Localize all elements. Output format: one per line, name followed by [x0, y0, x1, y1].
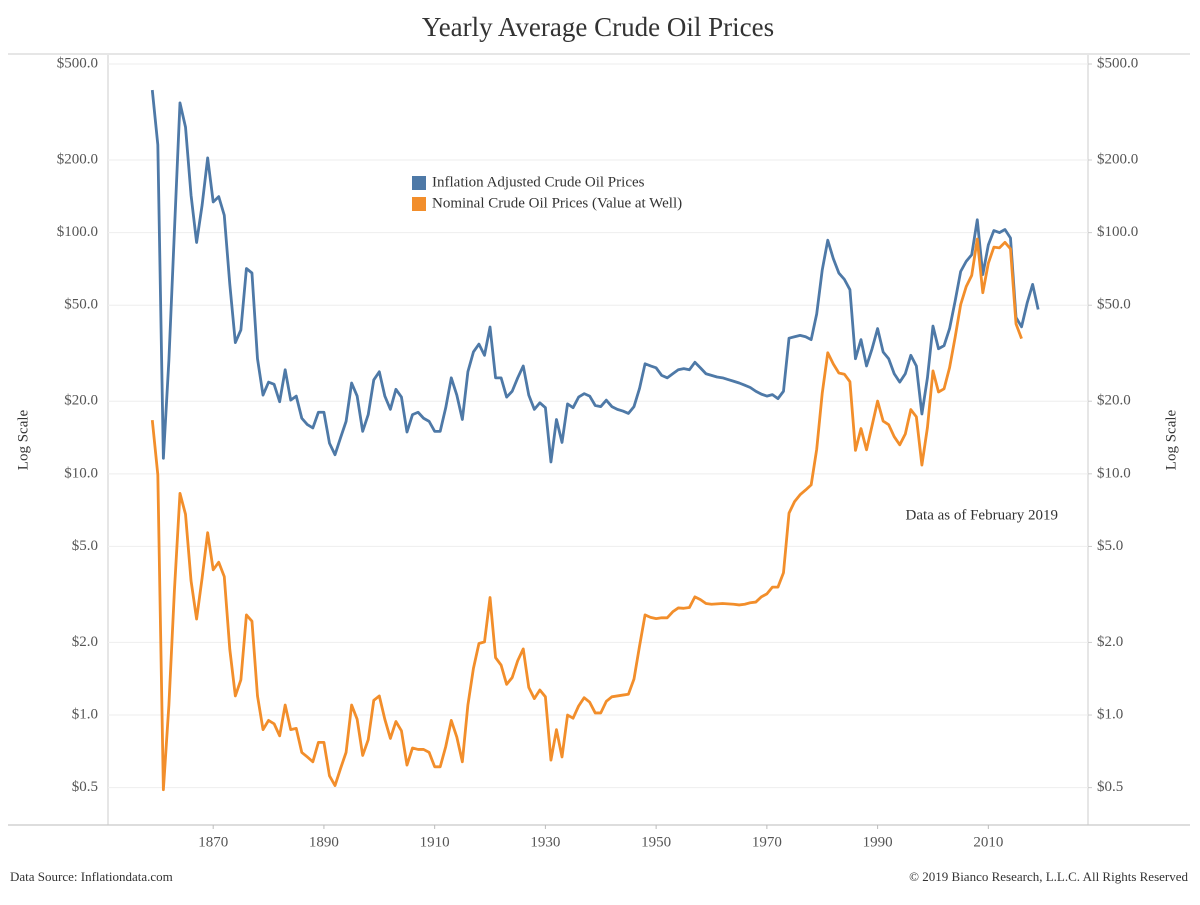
y2-tick-label: $0.5: [1097, 779, 1123, 795]
y2-axis-label: Log Scale: [1163, 409, 1179, 470]
legend-swatch: [412, 197, 426, 211]
chart-title: Yearly Average Crude Oil Prices: [422, 12, 774, 42]
y2-tick-label: $50.0: [1097, 297, 1131, 313]
y2-tick-label: $10.0: [1097, 465, 1131, 481]
y-tick-label: $1.0: [72, 706, 98, 722]
y-axis-label: Log Scale: [15, 409, 31, 470]
series-line: [150, 237, 1023, 792]
x-tick-label: 1910: [420, 834, 450, 850]
annotation: Data as of February 2019: [906, 507, 1058, 523]
x-tick-label: 1870: [198, 834, 228, 850]
y2-tick-label: $5.0: [1097, 538, 1123, 554]
y2-tick-label: $200.0: [1097, 151, 1138, 167]
y-tick-label: $10.0: [64, 465, 98, 481]
x-tick-label: 1890: [309, 834, 339, 850]
legend-label: Nominal Crude Oil Prices (Value at Well): [432, 195, 682, 211]
y2-tick-label: $2.0: [1097, 634, 1123, 650]
y-tick-label: $0.5: [72, 779, 98, 795]
y-tick-label: $500.0: [57, 55, 98, 71]
y-tick-label: $200.0: [57, 151, 98, 167]
y2-tick-label: $100.0: [1097, 224, 1138, 240]
y-tick-label: $20.0: [64, 393, 98, 409]
y-tick-label: $5.0: [72, 538, 98, 554]
x-tick-label: 2010: [973, 834, 1003, 850]
y-tick-label: $2.0: [72, 634, 98, 650]
y-tick-label: $50.0: [64, 297, 98, 313]
y-tick-label: $100.0: [57, 224, 98, 240]
x-tick-label: 1990: [863, 834, 893, 850]
copyright: © 2019 Bianco Research, L.L.C. All Right…: [909, 869, 1188, 884]
legend-label: Inflation Adjusted Crude Oil Prices: [432, 174, 645, 190]
x-tick-label: 1970: [752, 834, 782, 850]
x-tick-label: 1950: [641, 834, 671, 850]
series-line: [150, 89, 1040, 464]
y2-tick-label: $1.0: [1097, 706, 1123, 722]
legend-swatch: [412, 176, 426, 190]
x-tick-label: 1930: [530, 834, 560, 850]
y2-tick-label: $500.0: [1097, 55, 1138, 71]
y2-tick-label: $20.0: [1097, 393, 1131, 409]
source-note: Data Source: Inflationdata.com: [10, 869, 173, 884]
